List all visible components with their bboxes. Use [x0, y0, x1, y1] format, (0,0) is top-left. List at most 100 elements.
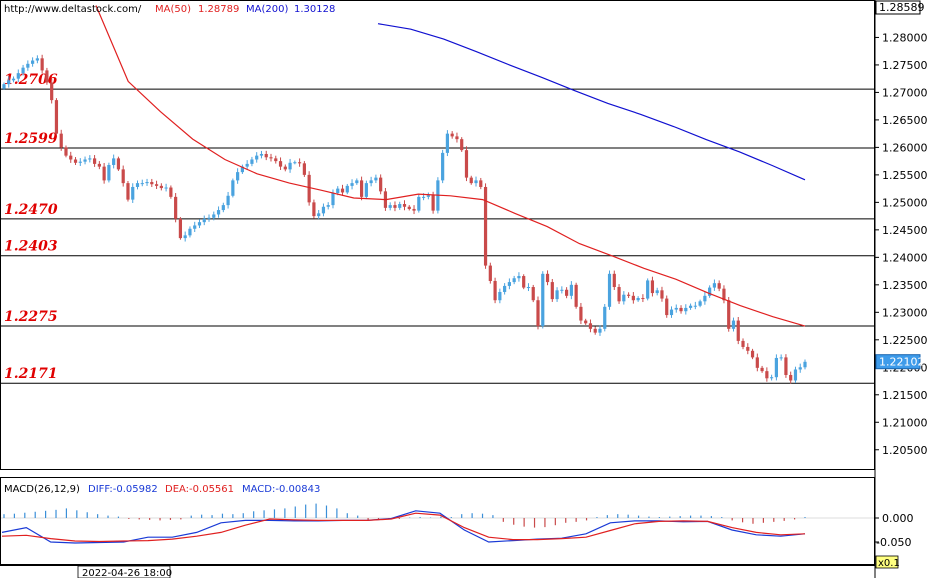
candle	[612, 270, 616, 290]
candle	[121, 165, 125, 187]
price-panel-frame	[0, 0, 875, 470]
ma50-value: 1.28789	[198, 4, 239, 15]
candle	[684, 304, 688, 315]
header-url[interactable]: http://www.deltastock.com/	[4, 4, 142, 15]
candle	[798, 363, 802, 373]
candle	[159, 183, 163, 191]
price-tick-label: 1.25000	[882, 196, 928, 209]
candle	[488, 262, 492, 284]
candle	[631, 292, 635, 304]
candle	[522, 274, 526, 290]
candle	[135, 180, 140, 190]
macd-histogram	[3, 503, 806, 528]
candle	[54, 98, 59, 136]
ma200-line	[377, 23, 806, 181]
candle	[269, 153, 273, 162]
candle	[784, 354, 788, 378]
candle	[193, 221, 197, 233]
candle	[236, 168, 240, 184]
candle	[688, 303, 693, 310]
candle	[35, 55, 39, 64]
candle	[665, 295, 669, 318]
candle	[2, 82, 6, 91]
candle	[21, 64, 25, 76]
candle	[31, 57, 35, 67]
candle	[407, 205, 411, 211]
candle	[288, 158, 292, 173]
candle	[112, 154, 116, 169]
candle	[178, 217, 183, 240]
current-price-label: 1.22102	[879, 356, 925, 369]
macd-scale-label: x0.1	[878, 558, 900, 569]
candle	[641, 294, 645, 303]
candle	[493, 277, 497, 304]
price-tick-label: 1.24000	[882, 251, 928, 264]
macd-title: MACD(26,12,9)	[4, 484, 80, 495]
candle	[150, 178, 154, 187]
candle	[593, 326, 597, 335]
candle	[11, 76, 16, 83]
level-label: 1.2599	[4, 131, 58, 147]
candle	[755, 353, 759, 372]
candle	[483, 183, 488, 269]
candle	[598, 325, 602, 336]
candle	[793, 366, 798, 383]
candle	[674, 304, 678, 313]
candle	[722, 285, 726, 304]
candle	[131, 183, 135, 203]
candle	[369, 176, 373, 187]
price-tick-label: 1.26500	[882, 114, 928, 127]
candle	[531, 284, 535, 303]
candle	[398, 201, 402, 210]
candle	[97, 161, 101, 170]
candle	[507, 278, 511, 290]
price-tick-label: 1.21500	[882, 389, 928, 402]
level-label: 1.2403	[4, 239, 58, 255]
candle	[26, 60, 30, 71]
candle	[512, 275, 516, 285]
ma50-line	[95, 5, 806, 327]
price-tick-label: 1.20500	[882, 444, 928, 457]
candle	[45, 67, 49, 85]
candle	[536, 296, 540, 330]
candle	[154, 180, 159, 190]
candle	[736, 317, 740, 345]
candle	[603, 303, 607, 332]
candle	[393, 201, 397, 212]
candle	[274, 155, 278, 164]
price-tick-label: 1.28000	[882, 31, 928, 44]
macd-dea-text: DEA:-0.05561	[165, 484, 234, 495]
candle	[517, 272, 521, 282]
candle	[412, 205, 416, 215]
candle	[216, 206, 221, 218]
price-tick-label: 1.26000	[882, 141, 928, 154]
candle	[607, 270, 612, 310]
candle	[770, 374, 774, 381]
candle	[402, 200, 407, 211]
candle	[450, 131, 454, 139]
candle	[550, 278, 554, 302]
candle	[774, 354, 778, 381]
candle	[584, 318, 588, 325]
candle	[622, 291, 626, 305]
macd-dea-line	[1, 512, 806, 543]
candle	[426, 192, 430, 200]
candle	[59, 129, 63, 151]
candle	[245, 160, 249, 171]
candle	[183, 231, 187, 242]
candle	[140, 179, 144, 187]
candle	[345, 183, 349, 195]
candle	[340, 184, 345, 196]
candle	[789, 371, 793, 384]
candle	[779, 354, 783, 361]
candle	[278, 157, 283, 170]
ma200-label: MA(200)	[246, 4, 288, 15]
candle	[388, 202, 392, 211]
candle	[145, 178, 149, 186]
candle	[374, 174, 378, 184]
candle	[679, 305, 683, 314]
candle	[503, 283, 507, 295]
level-label: 1.2171	[4, 366, 58, 382]
